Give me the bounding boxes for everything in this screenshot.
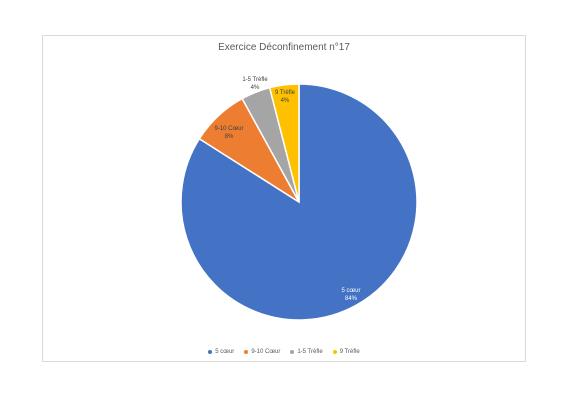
legend-item: 5 cœur: [208, 349, 234, 355]
legend-label: 9-10 Cœur: [251, 349, 281, 355]
legend-swatch: [332, 350, 337, 354]
data-label: 1-5 Trèfle 4%: [242, 77, 268, 91]
pie-chart: 5 cœur 84% 9-10 Cœur 8% 1-5 Trèfle 4% 9 Trèfle…: [180, 77, 418, 321]
legend-item: 9-10 Cœur: [244, 349, 280, 355]
chart-title: Exercice Déconfinement n°17: [218, 42, 350, 53]
data-label: 9-10 Cœur 8%: [214, 126, 243, 140]
legend-label: 5 cœur: [215, 349, 235, 355]
chart-legend: 5 cœur 9-10 Cœur 1-5 Trèfle 9 Trèfle: [43, 349, 525, 355]
legend-label: 1-5 Trèfle: [297, 349, 323, 355]
legend-label: 9 Trèfle: [339, 349, 360, 355]
legend-item: 1-5 Trèfle: [290, 349, 323, 355]
data-label: 5 cœur 84%: [341, 288, 360, 302]
pie-slice: [268, 83, 300, 203]
chart-area: Exercice Déconfinement n°17 5 cœur 84% 9-1…: [42, 35, 526, 362]
legend-swatch: [244, 350, 249, 354]
legend-item: 9 Trèfle: [332, 349, 360, 355]
legend-swatch: [290, 350, 295, 354]
data-label: 9 Trèfle 4%: [275, 90, 296, 104]
legend-swatch: [208, 350, 213, 354]
